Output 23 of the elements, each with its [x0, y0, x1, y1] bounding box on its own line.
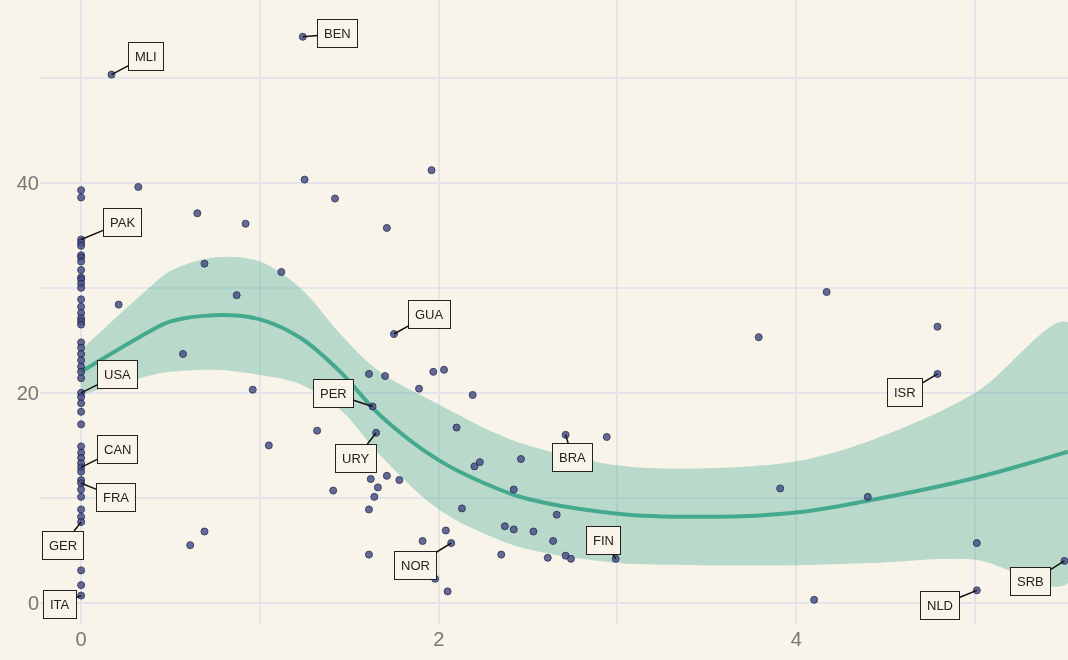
annotation: GUA — [415, 307, 444, 322]
annotation: URY — [342, 451, 370, 466]
x-tick-label: 0 — [75, 628, 87, 650]
annotation: MLI — [135, 49, 157, 64]
annotation: NLD — [927, 598, 954, 613]
annotation: BRA — [559, 450, 587, 465]
annotation: BEN — [324, 26, 351, 41]
y-tick-label: 0 — [27, 591, 39, 614]
annotation: ISR — [894, 385, 916, 400]
annotation: FRA — [103, 490, 130, 505]
annotation: ITA — [50, 597, 70, 612]
annotation: USA — [104, 367, 132, 382]
annotation: PAK — [110, 215, 136, 230]
y-tick-label: 40 — [16, 171, 39, 194]
annotation: PER — [320, 386, 347, 401]
annotation: CAN — [104, 442, 132, 457]
y-tick-label: 20 — [16, 381, 39, 404]
annotation: NOR — [401, 558, 430, 573]
x-tick-label: 4 — [790, 628, 802, 650]
annotation: SRB — [1017, 574, 1044, 589]
annotation: GER — [49, 538, 78, 553]
x-tick-label: 2 — [433, 628, 445, 650]
annotation: FIN — [593, 533, 614, 548]
